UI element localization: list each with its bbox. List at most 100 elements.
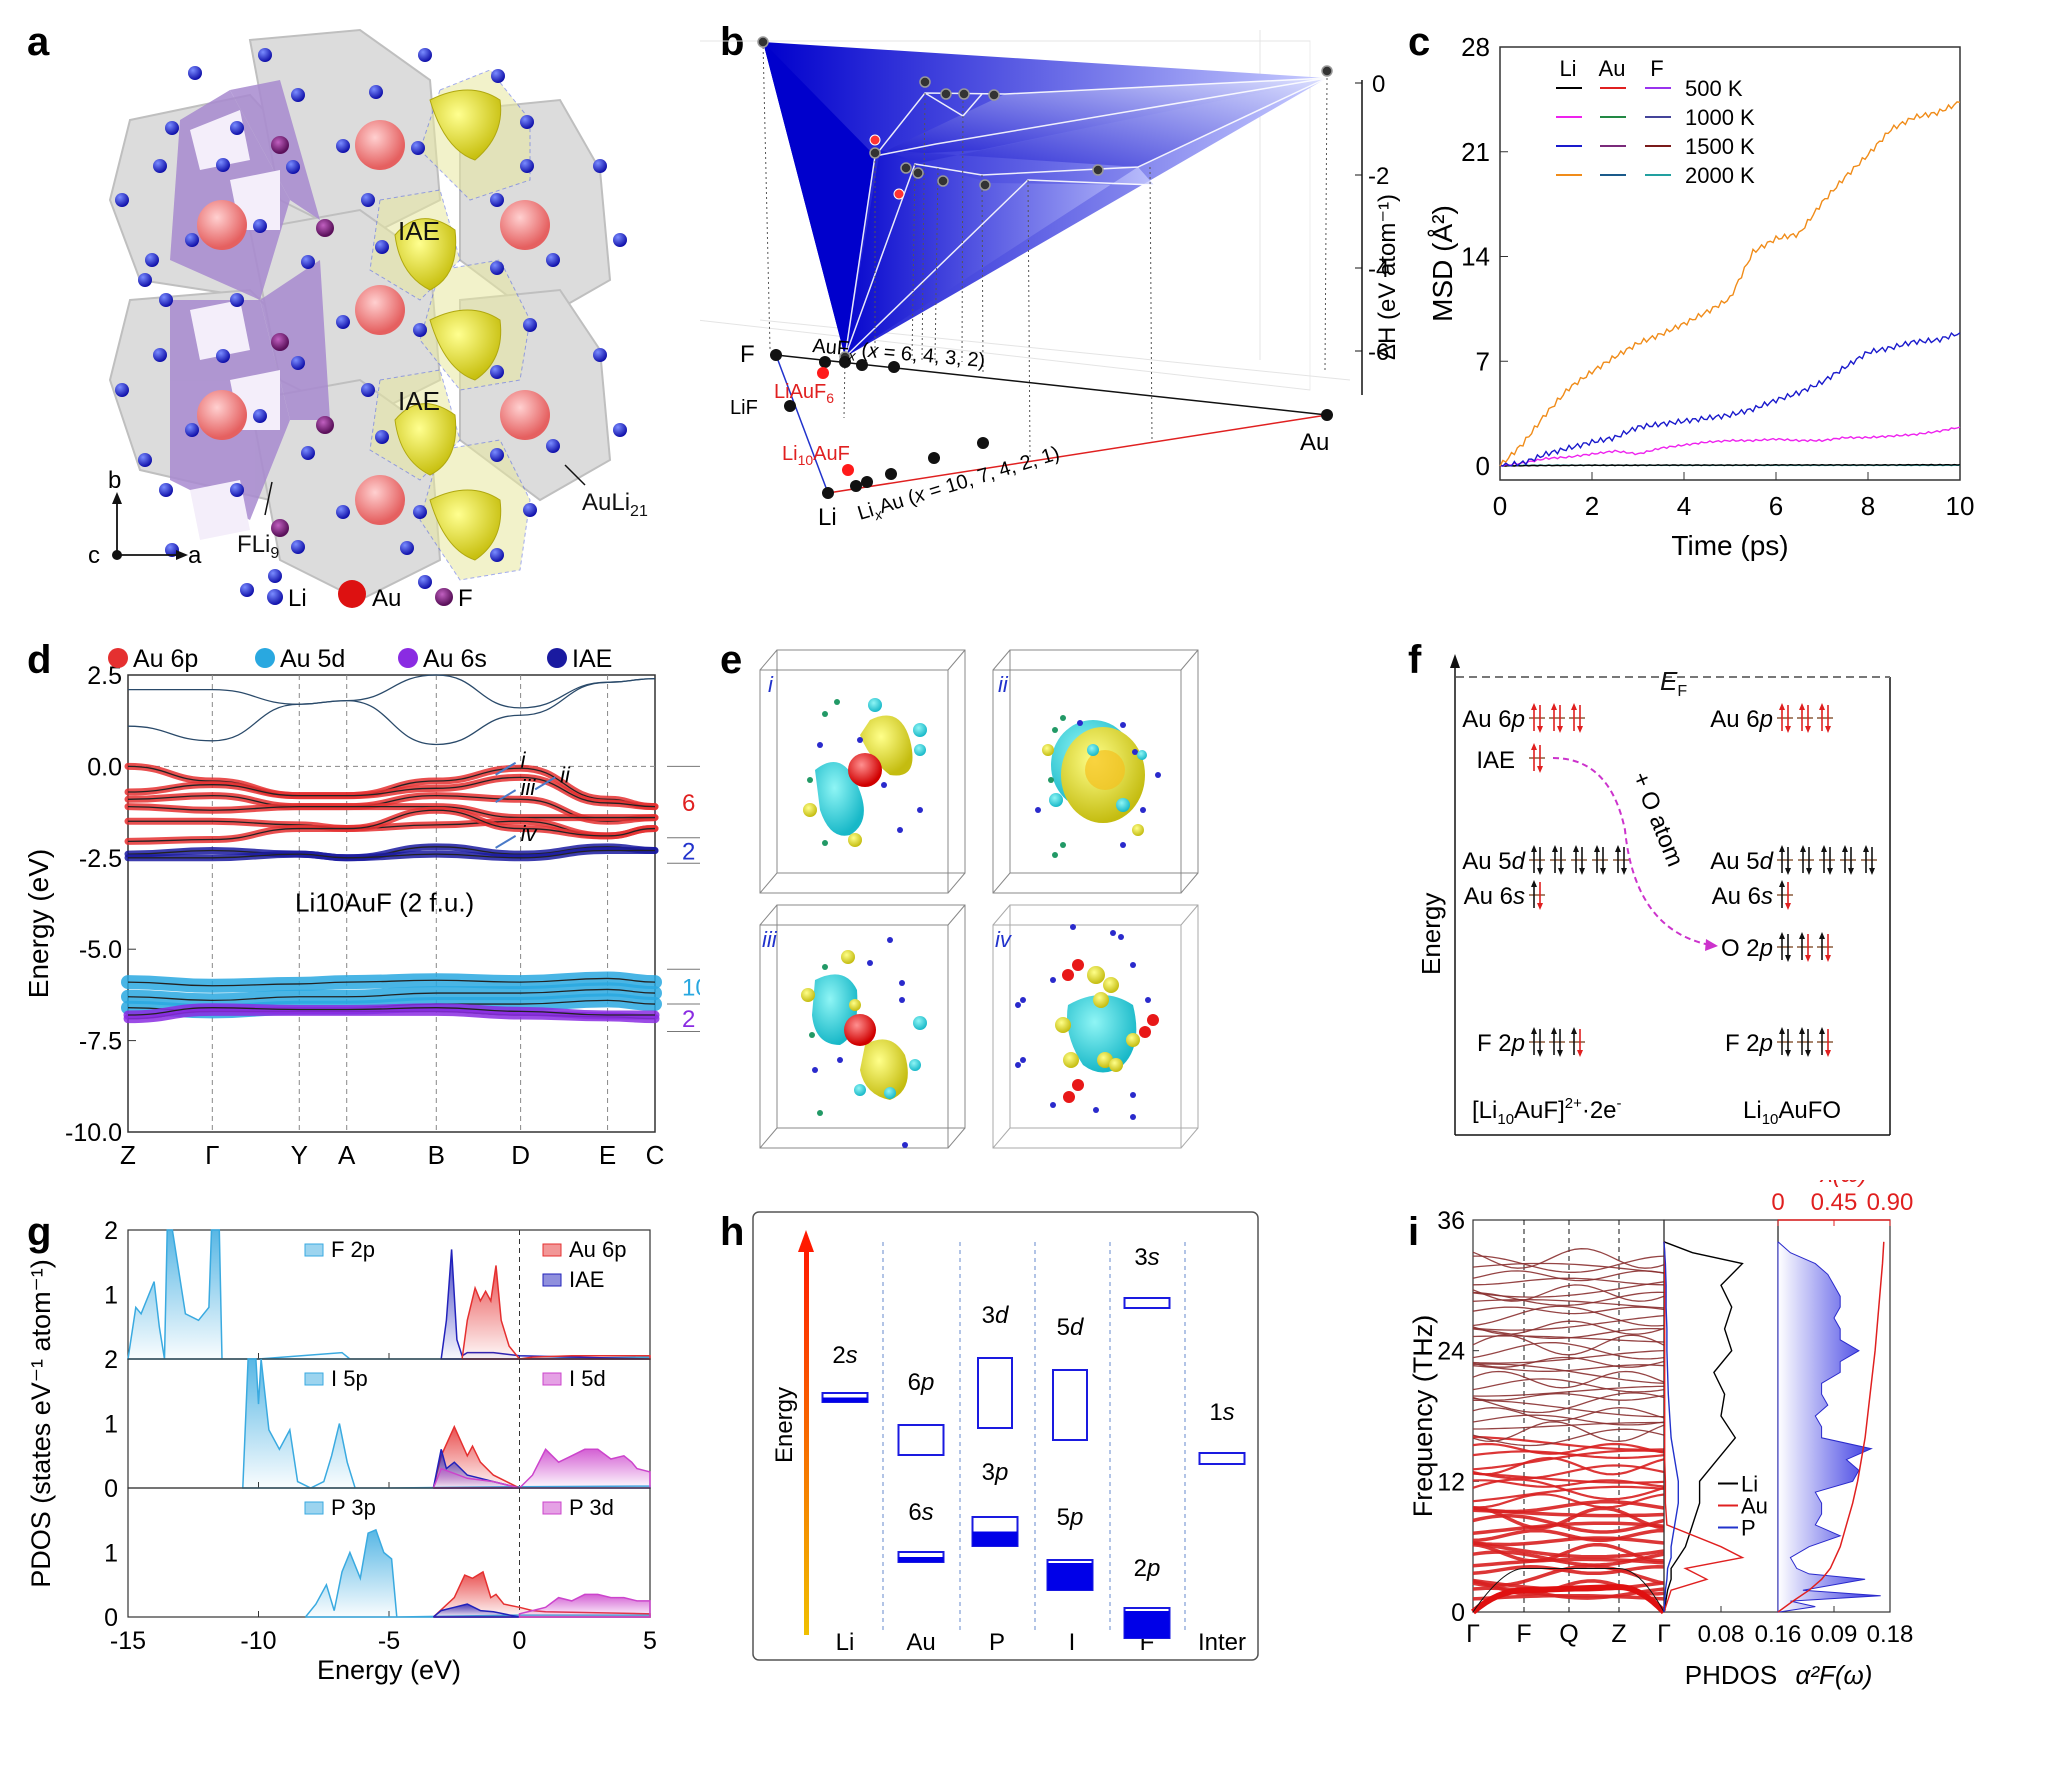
plot-frame <box>1499 46 1961 481</box>
band-line <box>127 805 655 819</box>
spin-up-head <box>1573 845 1579 852</box>
spin-down-head <box>1825 955 1831 962</box>
phonon-branch <box>1472 1550 1665 1567</box>
spin-up-head <box>1571 703 1577 710</box>
y-tick-label: 2 <box>104 1217 118 1245</box>
phonon-branch <box>1472 1299 1665 1309</box>
phonon-branch <box>1472 1521 1665 1535</box>
orbital-label: 2s <box>832 1342 857 1369</box>
legend-label: 1500 K <box>1685 134 1755 159</box>
z-tick-0: 0 <box>1372 71 1385 98</box>
band-line <box>127 988 656 1002</box>
lambda-tick-label: 0.45 <box>1811 1189 1858 1216</box>
crystal-structure: IAE IAE <box>88 28 648 612</box>
band-line <box>127 977 656 987</box>
a2f-area <box>1777 1241 1881 1613</box>
legend-swatch <box>304 1243 324 1257</box>
phonon-branch <box>1472 1356 1665 1368</box>
x-axis-label: Energy (eV) <box>317 1655 461 1685</box>
spin-down-head <box>1537 1050 1543 1057</box>
legend-header: F <box>1650 56 1663 81</box>
kpoint-label: Y <box>291 1140 308 1170</box>
legend-header: Li <box>1559 56 1576 81</box>
li-atoms <box>115 48 627 597</box>
lattice-axes: b c a <box>88 467 202 569</box>
iae-isosurfaces <box>394 89 502 561</box>
spin-down-head <box>1600 868 1606 875</box>
orbital-label: 5p <box>1057 1504 1084 1531</box>
y-tick-label: -10.0 <box>65 1119 122 1147</box>
spin-up-head <box>1842 845 1848 852</box>
x-tick-label: 0 <box>1493 491 1507 521</box>
band-line <box>127 765 656 808</box>
phonon-branch <box>1472 1565 1665 1576</box>
charge-box-ii: ii <box>992 649 1199 894</box>
spin-up-head <box>1799 703 1805 710</box>
y-tick-label: 2 <box>104 1346 118 1374</box>
panel-c-label: c <box>1408 20 1431 64</box>
spin-up-head <box>1531 703 1537 710</box>
kpoint-label: Γ <box>205 1140 219 1170</box>
pdos-area <box>461 1265 651 1360</box>
panel-c: c 0 2 4 6 8 10 0 7 14 21 28 Time (ps) MSD (Å²) Li Au F 5… <box>1400 0 2048 620</box>
x-axis-label: Time (ps) <box>1671 530 1788 561</box>
legend-label: IAE <box>569 1267 604 1292</box>
lambda-axis-label: λ(ω) <box>1819 1180 1868 1188</box>
energy-arrow <box>804 1250 809 1635</box>
orbital-fill <box>898 1557 944 1562</box>
state-arrow <box>534 776 556 791</box>
spin-up-head <box>1779 703 1785 710</box>
y-tick-label: 0.0 <box>87 753 122 781</box>
legend-label: Au 6s <box>423 645 487 673</box>
x-tick-label: 0.08 <box>1698 1621 1745 1648</box>
level-label: Au 6p <box>1710 706 1773 733</box>
orbital-box <box>1123 1297 1171 1309</box>
charge-box-iv: iv <box>992 904 1199 1149</box>
column-label: P <box>989 1629 1005 1656</box>
kpoint-label: Z <box>1611 1620 1626 1648</box>
legend-label: 500 K <box>1685 76 1743 101</box>
spin-up-head <box>1531 1027 1537 1034</box>
orbital-fill <box>822 1397 868 1402</box>
legend-header: Au <box>1599 56 1626 81</box>
x-tick-label: 10 <box>1946 491 1975 521</box>
orbital-box <box>897 1424 945 1456</box>
state-arrow <box>495 789 517 804</box>
au-atoms <box>197 120 550 525</box>
band-line <box>127 1007 655 1016</box>
phonon-branch <box>1472 1314 1665 1331</box>
y-tick-label: 14 <box>1461 242 1490 272</box>
spin-down-head <box>1827 868 1833 875</box>
legend-label: I 5p <box>331 1366 368 1391</box>
spin-up-head <box>1571 1027 1577 1034</box>
state-label-i: i <box>768 672 774 697</box>
x-tick-label: 4 <box>1677 491 1691 521</box>
x-tick-label: -15 <box>110 1627 146 1655</box>
spin-up-head <box>1531 845 1537 852</box>
legend-marker <box>108 648 128 668</box>
spin-down-head <box>1577 726 1583 733</box>
orbital-box <box>977 1357 1013 1429</box>
fli9-pointer <box>264 481 273 516</box>
element-legend: Li Au F <box>267 580 473 612</box>
phonon-branch <box>1472 1472 1665 1484</box>
spin-up-head <box>1779 1027 1785 1034</box>
spin-up-head <box>1800 845 1806 852</box>
kpoint-label: C <box>646 1140 665 1170</box>
panel-g-label: g <box>27 1210 52 1254</box>
panel-f-label: f <box>1408 638 1422 682</box>
orbital-fill <box>972 1531 1018 1546</box>
band-count: 2 <box>682 1006 695 1033</box>
phonon-branch <box>1472 1262 1665 1274</box>
spin-up-head <box>1615 845 1621 852</box>
phonon-branch <box>1472 1442 1665 1455</box>
orbital-box <box>1198 1452 1246 1465</box>
partial-charge-densities: i ii iii <box>759 649 1199 1149</box>
state-label: iv <box>521 821 539 846</box>
phonon-branch <box>1472 1305 1665 1327</box>
fermi-level-label: EF <box>1660 666 1687 700</box>
panel-a: a <box>0 0 700 620</box>
spin-down-head <box>1558 868 1564 875</box>
